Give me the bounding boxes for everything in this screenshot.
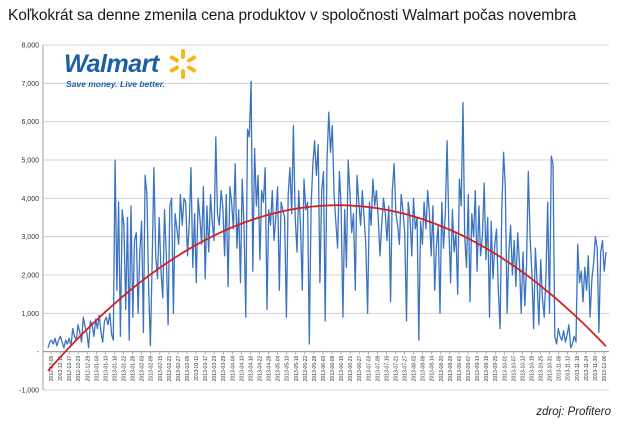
x-tick-label: 2013-03-05 <box>185 355 191 381</box>
y-axis: -1,000-1,0002,0003,0004,0005,0006,0007,0… <box>19 43 40 395</box>
x-tick-label: 2013-07-15 <box>384 355 390 381</box>
x-tick-label: 2013-11-30 <box>593 355 599 380</box>
x-tick-label: 2013-09-07 <box>466 355 472 381</box>
x-tick-label: 2013-10-13 <box>520 355 526 381</box>
x-tick-label: 2013-08-14 <box>430 355 436 381</box>
x-tick-label: 2012-12-23 <box>76 355 82 381</box>
x-tick-label: 2013-02-21 <box>167 355 173 381</box>
x-tick-label: 2013-09-13 <box>475 355 481 381</box>
x-tick-label: 2013-08-08 <box>421 355 427 381</box>
x-tick-label: 2012-12-17 <box>67 355 73 381</box>
x-tick-label: 2013-09-19 <box>484 355 490 381</box>
trend-line <box>47 204 607 372</box>
x-tick-label: 2013-06-15 <box>339 355 345 381</box>
x-tick-label: 2013-09-01 <box>457 355 463 381</box>
x-tick-label: 2013-01-28 <box>131 355 137 381</box>
x-tick-label: 2013-05-28 <box>312 355 318 381</box>
x-tick-label: 2013-01-10 <box>103 355 109 381</box>
x-tick-label: 2013-01-22 <box>122 355 128 381</box>
source-note: zdroj: Profitero <box>536 406 611 418</box>
y-tick-label: - <box>37 349 40 356</box>
x-tick-label: 2013-06-09 <box>330 355 336 381</box>
x-tick-label: 2013-07-27 <box>403 355 409 381</box>
y-tick-label: 1,000 <box>21 311 39 318</box>
walmart-spark-icon <box>169 49 197 79</box>
x-tick-label: 2013-11-12 <box>566 355 572 380</box>
x-tick-label: 2013-07-21 <box>393 355 399 381</box>
x-tick-label: 2013-07-03 <box>366 355 372 381</box>
x-tick-label: 2013-05-16 <box>294 355 300 381</box>
x-tick-label: 2013-06-03 <box>321 355 327 381</box>
x-tick-label: 2013-04-10 <box>239 355 245 381</box>
x-tick-label: 2013-08-26 <box>448 355 454 381</box>
x-tick-label: 2013-06-21 <box>348 355 354 381</box>
series-line-price-changes <box>47 80 607 349</box>
y-tick-label: 8,000 <box>21 43 39 50</box>
y-tick-label: 3,000 <box>21 234 39 241</box>
x-tick-label: 2013-06-27 <box>357 355 363 381</box>
x-tick-label: 2013-04-16 <box>248 355 254 381</box>
x-tick-label: 2012-12-11 <box>58 355 64 380</box>
x-tick-label: 2013-04-04 <box>230 355 236 381</box>
x-tick-label: 2013-01-16 <box>112 355 118 381</box>
x-tick-label: 2013-11-24 <box>584 355 590 380</box>
x-tick-label: 2013-08-20 <box>439 355 445 381</box>
x-tick-label: 2013-10-31 <box>548 355 554 381</box>
x-axis: 2012-12-05 2012-12-11 2012-12-17 2012-12-23… <box>49 351 608 381</box>
x-tick-label: 2013-05-22 <box>303 355 309 381</box>
x-tick-label: 2013-03-11 <box>194 355 200 380</box>
x-tick-label: 2013-12-06 <box>602 355 608 381</box>
x-tick-label: 2013-02-15 <box>158 355 164 381</box>
x-tick-label: 2013-07-09 <box>375 355 381 381</box>
x-tick-label: 2012-12-29 <box>85 355 91 381</box>
x-tick-label: 2013-11-18 <box>575 355 581 380</box>
x-tick-label: 2013-03-23 <box>212 355 218 381</box>
x-tick-label: 2013-11-06 <box>557 355 563 380</box>
x-tick-label: 2013-04-22 <box>258 355 264 381</box>
y-tick-label: 6,000 <box>21 119 39 126</box>
x-tick-label: 2013-04-28 <box>267 355 273 381</box>
x-tick-label: 2013-05-04 <box>276 355 282 381</box>
y-tick-label: -1,000 <box>19 388 39 395</box>
x-tick-label: 2013-03-17 <box>203 355 209 381</box>
y-tick-label: 7,000 <box>21 81 39 88</box>
x-tick-label: 2013-10-01 <box>502 355 508 381</box>
x-tick-label: 2013-10-07 <box>511 355 517 381</box>
y-tick-label: 4,000 <box>21 196 39 203</box>
x-tick-label: 2013-10-19 <box>529 355 535 381</box>
x-tick-label: 2013-09-25 <box>493 355 499 381</box>
x-tick-label: 2013-02-03 <box>140 355 146 381</box>
chart-title: Koľkokrát sa denne zmenila cena produkto… <box>8 7 577 24</box>
x-tick-label: 2013-02-27 <box>176 355 182 381</box>
y-tick-label: 5,000 <box>21 158 39 165</box>
logo-tagline: Save money. Live better. <box>66 79 165 89</box>
logo-wordmark: Walmart <box>64 50 159 78</box>
x-tick-label: 2013-03-29 <box>221 355 227 381</box>
x-tick-label: 2013-02-09 <box>149 355 155 381</box>
x-tick-label: 2012-12-05 <box>49 355 55 381</box>
y-tick-label: 2,000 <box>21 273 39 280</box>
x-tick-label: 2013-01-04 <box>94 355 100 381</box>
x-tick-label: 2013-08-02 <box>412 355 418 381</box>
x-tick-label: 2013-05-10 <box>285 355 291 381</box>
x-tick-label: 2013-10-25 <box>539 355 545 381</box>
